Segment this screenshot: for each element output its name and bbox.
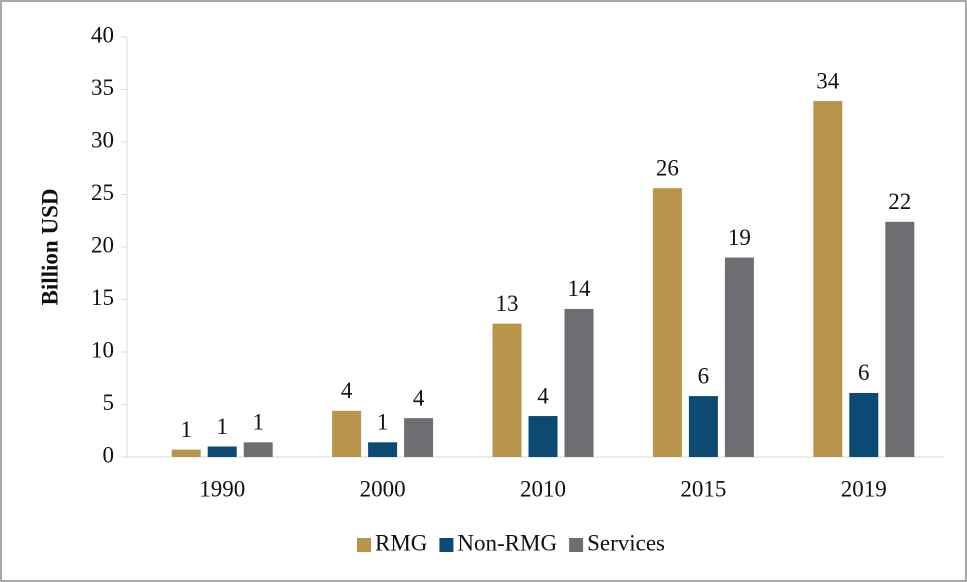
bar [332,410,362,457]
bar [813,101,843,458]
bar [652,188,682,457]
x-tick-label: 2019 [841,476,887,501]
bar [243,442,273,457]
y-tick-label: 20 [91,232,114,257]
bar [492,323,522,457]
x-tick-label: 2000 [360,476,406,501]
bar [207,446,237,457]
data-label: 13 [496,291,519,316]
y-tick-label: 30 [91,127,114,152]
bar [404,418,434,457]
x-tick-label: 1990 [199,476,245,501]
legend-swatch [357,538,371,552]
y-tick-label: 40 [91,22,114,47]
data-label: 4 [341,378,353,403]
data-label: 14 [568,276,592,301]
data-label: 34 [816,68,840,93]
bar [849,392,879,457]
y-tick-label: 10 [91,337,114,362]
x-tick-label: 2010 [520,476,566,501]
y-tick-label: 35 [91,75,114,100]
data-label: 22 [888,189,911,214]
legend-swatch [569,538,584,552]
y-tick-label: 15 [91,285,114,310]
bar [688,396,718,457]
legend-swatch [439,538,454,552]
data-label: 1 [216,414,228,439]
data-label: 6 [858,360,870,385]
data-label: 6 [698,363,710,388]
x-tick-label: 2015 [680,476,726,501]
data-label: 4 [537,383,549,408]
bar [368,442,398,457]
legend-label: Non-RMG [457,530,557,555]
y-tick-label: 0 [103,442,115,467]
data-label: 19 [728,225,751,250]
y-tick-label: 5 [103,390,115,415]
data-label: 1 [252,410,264,435]
bar [171,449,201,457]
bar [885,221,915,457]
bar [724,257,754,457]
y-axis-label: Billion USD [37,189,62,306]
data-label: 4 [413,385,425,410]
data-label: 1 [180,417,192,442]
bar [528,416,558,457]
bar [564,308,594,457]
data-label: 26 [656,155,679,180]
legend-label: Services [587,530,665,555]
y-tick-label: 25 [91,180,114,205]
data-label: 1 [377,410,389,435]
legend-label: RMG [375,530,427,555]
